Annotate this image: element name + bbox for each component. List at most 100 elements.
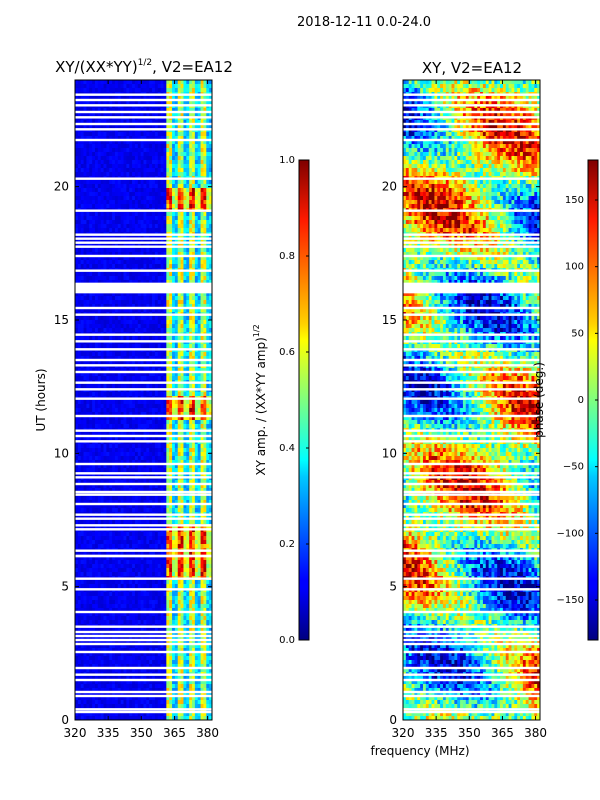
heatmap-cell xyxy=(112,256,116,261)
heatmap-cell xyxy=(123,260,127,265)
heatmap-cell xyxy=(103,432,107,437)
heatmap-cell xyxy=(109,204,113,209)
heatmap-cell xyxy=(209,88,212,93)
heatmap-cell xyxy=(163,304,167,309)
heatmap-cell xyxy=(117,96,122,101)
heatmap-cell xyxy=(203,376,207,381)
heatmap-cell xyxy=(206,424,210,429)
heatmap-cell xyxy=(126,256,130,261)
heatmap-cell xyxy=(109,124,113,129)
heatmap-cell xyxy=(123,416,127,421)
heatmap-cell xyxy=(197,484,201,489)
heatmap-cell xyxy=(192,296,196,301)
heatmap-cell xyxy=(172,168,176,173)
panel-amplitude: XY/(XX*YY)1/2, V2=EA12 320 335 350 365 38005… xyxy=(34,58,310,740)
heatmap-cell xyxy=(206,280,210,285)
heatmap-cell xyxy=(106,316,110,321)
heatmap-cell xyxy=(114,144,119,149)
heatmap-cell xyxy=(83,328,87,333)
heatmap-cell xyxy=(106,132,110,137)
heatmap-cell xyxy=(83,172,87,177)
heatmap-cell xyxy=(197,132,201,137)
heatmap-cell xyxy=(160,336,164,341)
heatmap-cell xyxy=(80,256,84,261)
heatmap-cell xyxy=(100,112,104,117)
heatmap-cell xyxy=(140,436,144,441)
heatmap-cell xyxy=(112,372,116,377)
heatmap-cell xyxy=(189,260,193,265)
heatmap-cell xyxy=(92,100,96,105)
heatmap-cell xyxy=(200,488,204,493)
heatmap-cell xyxy=(132,148,136,153)
heatmap-cell xyxy=(83,368,87,373)
heatmap-cell xyxy=(186,464,190,469)
heatmap-cell xyxy=(86,180,90,185)
heatmap-cell xyxy=(203,444,207,449)
heatmap-cell xyxy=(163,156,167,161)
heatmap-cell xyxy=(154,436,159,441)
heatmap-cell xyxy=(83,88,87,93)
heatmap-cell xyxy=(120,372,124,377)
heatmap-cell xyxy=(120,460,124,465)
heatmap-cell xyxy=(83,456,87,461)
heatmap-cell xyxy=(134,296,139,301)
heatmap-cell xyxy=(94,456,99,461)
heatmap-cell xyxy=(86,172,90,177)
heatmap-cell xyxy=(103,260,107,265)
heatmap-cell xyxy=(143,424,147,429)
heatmap-cell xyxy=(149,320,153,325)
heatmap-cell xyxy=(75,448,79,453)
heatmap-cell xyxy=(183,360,187,365)
heatmap-cell xyxy=(160,328,164,333)
heatmap-cell xyxy=(143,180,147,185)
heatmap-cell xyxy=(134,220,139,225)
heatmap-cell xyxy=(200,292,204,297)
heatmap-cell xyxy=(103,132,107,137)
heatmap-cell xyxy=(120,468,124,473)
heatmap-cell xyxy=(123,320,127,325)
heatmap-cell xyxy=(94,292,99,297)
heatmap-cell xyxy=(194,112,199,117)
heatmap-cell xyxy=(97,224,102,229)
heatmap-cell xyxy=(197,152,201,157)
heatmap-cell xyxy=(123,468,127,473)
heatmap-cell xyxy=(94,296,99,301)
heatmap-cell xyxy=(117,148,122,153)
heatmap-cell xyxy=(89,424,93,429)
heatmap-cell xyxy=(114,480,119,485)
heatmap-cell xyxy=(169,144,173,149)
heatmap-cell xyxy=(203,148,207,153)
heatmap-cell xyxy=(114,164,119,169)
heatmap-cell xyxy=(160,196,164,201)
heatmap-cell xyxy=(152,444,156,449)
heatmap-cell xyxy=(137,432,142,437)
heatmap-cell xyxy=(129,132,133,137)
heatmap-cell xyxy=(143,124,147,129)
heatmap-cell xyxy=(100,480,104,485)
heatmap-cell xyxy=(183,84,187,89)
heatmap-cell xyxy=(97,140,102,145)
heatmap-cell xyxy=(169,316,173,321)
heatmap-cell xyxy=(172,316,176,321)
heatmap-cell xyxy=(166,96,170,101)
heatmap-cell xyxy=(97,448,102,453)
heatmap-cell xyxy=(132,180,136,185)
heatmap-cell xyxy=(174,132,179,137)
heatmap-cell xyxy=(129,180,133,185)
heatmap-cell xyxy=(154,352,159,357)
heatmap-cell xyxy=(112,368,116,373)
heatmap-cell xyxy=(120,432,124,437)
heatmap-cell xyxy=(197,228,201,233)
heatmap-cell xyxy=(143,352,147,357)
heatmap-cell xyxy=(77,320,82,325)
heatmap-cell xyxy=(172,464,176,469)
heatmap-cell xyxy=(154,84,159,89)
heatmap-cell xyxy=(114,280,119,285)
heatmap-cell xyxy=(126,132,130,137)
heatmap-cell xyxy=(149,480,153,485)
heatmap-cell xyxy=(86,452,90,457)
heatmap-cell xyxy=(163,216,167,221)
heatmap-cell xyxy=(140,276,144,281)
heatmap-cell xyxy=(106,152,110,157)
heatmap-cell xyxy=(126,368,130,373)
